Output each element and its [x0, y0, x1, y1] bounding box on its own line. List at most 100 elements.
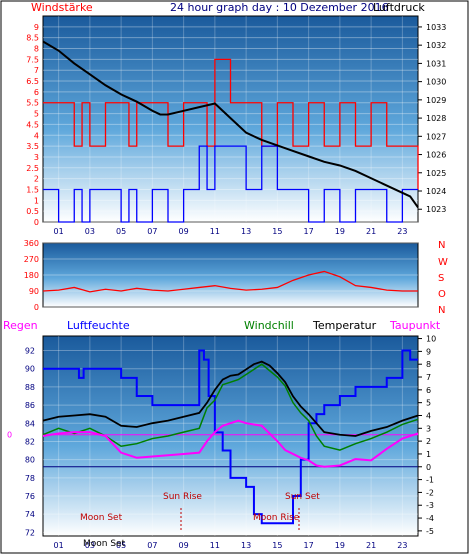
luftfeuchte-tick-label: 80 — [25, 456, 35, 465]
temperature-x-tick-label: 01 — [54, 541, 64, 550]
wind-x-tick-label: 19 — [335, 227, 345, 236]
luftfeuchte-tick-label: 82 — [25, 437, 35, 446]
wind-x-tick-label: 13 — [241, 227, 251, 236]
temperatur-tick-label: 6 — [426, 386, 431, 395]
luftdruck-title: Luftdruck — [373, 1, 425, 14]
temperatur-tick-label: -2 — [426, 488, 434, 497]
luftfeuchte-tick-label: 78 — [25, 474, 35, 483]
windstaerke-tick-label: 5 — [34, 110, 39, 119]
windstaerke-tick-label: 0 — [34, 218, 39, 227]
temperature-x-axis: 01 03 05 07 09 11 13 15 17 19 21 23 — [54, 541, 408, 550]
wind-x-tick-label: 15 — [272, 227, 282, 236]
moon-set-label-a: Moon Set — [80, 513, 123, 523]
windstaerke-tick-label: 4 — [34, 131, 39, 140]
temperatur-tick-label: 9 — [426, 347, 431, 356]
windchill-series — [42, 363, 419, 451]
luftdruck-tick-label: 1032 — [426, 41, 446, 50]
temperatur-tick-label: 4 — [426, 411, 431, 420]
temperatur-tick-label: 7 — [426, 373, 431, 382]
windstaerke-tick-label: 3 — [34, 153, 39, 162]
direction-tick-label: 180 — [24, 271, 39, 280]
luftdruck-tick-label: 1026 — [426, 151, 446, 160]
taupunkt-title: Taupunkt — [389, 319, 441, 332]
temperatur-tick-label: -1 — [426, 476, 434, 485]
wind-direction-grid — [43, 242, 418, 308]
temperatur-tick-label: 8 — [426, 360, 431, 369]
temperature-x-tick-label: 03 — [85, 541, 95, 550]
wind-direction-series — [42, 270, 418, 293]
sun-set-label: Sun Set — [285, 492, 320, 502]
compass-label: S — [438, 273, 444, 284]
windstaerke-tick-label: 4.5 — [26, 120, 39, 129]
windstaerke-tick-label: 1.5 — [26, 185, 39, 194]
temperatur-tick-label: 0 — [426, 463, 431, 472]
luftdruck-tick-label: 1024 — [426, 187, 446, 196]
windstaerke-title: Windstärke — [31, 1, 93, 14]
luftfeuchte-title: Luftfeuchte — [67, 319, 130, 332]
luftdruck-tick-label: 1030 — [426, 78, 446, 87]
luftfeuchte-tick-label: 86 — [25, 401, 35, 410]
temperatur-tick-label: 10 — [426, 335, 436, 344]
temperatur-series — [42, 360, 419, 437]
sun-rise-label: Sun Rise — [163, 492, 202, 502]
direction-tick-label: 360 — [24, 239, 39, 248]
windstaerke-tick-label: 8 — [34, 45, 39, 54]
boeen-series — [43, 145, 418, 223]
windstaerke-tick-label: 7.5 — [26, 55, 39, 64]
temperature-x-tick-label: 17 — [304, 541, 314, 550]
temperature-x-tick-label: 07 — [147, 541, 157, 550]
temperatur-tick-label: -5 — [426, 527, 434, 536]
temperatur-title: Temperatur — [312, 319, 377, 332]
luftfeuchte-tick-label: 88 — [25, 383, 35, 392]
temperature-x-tick-label: 15 — [272, 541, 282, 550]
temperatur-tick-label: -4 — [426, 514, 434, 523]
wind-direction-axis: 0 90 180 270 360 — [24, 239, 39, 312]
windstaerke-axis: 0 0.5 1 1.52 2.5 3 3.5 4 4.55 5.5 6 6.5 7 7.58 8.5 9 — [26, 23, 39, 227]
wind-x-tick-label: 07 — [147, 227, 157, 236]
windstaerke-tick-label: 2.5 — [26, 164, 39, 173]
temperature-x-tick-label: 05 — [116, 541, 126, 550]
luftfeuchte-series — [43, 349, 418, 525]
luftdruck-tick-label: 1033 — [426, 23, 446, 32]
wind-pressure-x-axis: 01 03 05 07 09 11 13 15 17 19 21 23 — [54, 227, 408, 236]
windstaerke-tick-label: 6.5 — [26, 77, 39, 86]
chart-title: 24 hour graph day : 10 Dezember 2016 — [170, 1, 389, 14]
moon-set-label-b: Moon Set — [83, 539, 126, 549]
luftdruck-axis: 1023 1024 1025 1026 1027 1028 1029 1030 1031 1032… — [418, 23, 446, 214]
windstaerke-tick-label: 5.5 — [26, 99, 39, 108]
temperature-x-tick-label: 13 — [241, 541, 251, 550]
temperatur-tick-label: -3 — [426, 501, 434, 510]
wind-direction-plot-area — [42, 242, 419, 308]
windstaerke-series — [43, 58, 419, 190]
windrichtung-series — [42, 270, 418, 293]
windstaerke-tick-label: 9 — [34, 23, 39, 32]
compass-label: N — [438, 305, 445, 316]
wind-x-tick-label: 21 — [366, 227, 376, 236]
wind-x-tick-label: 17 — [304, 227, 314, 236]
luftdruck-tick-label: 1031 — [426, 59, 446, 68]
regen-zero-label: 0 — [7, 431, 12, 440]
luftdruck-tick-label: 1025 — [426, 169, 446, 178]
luftfeuchte-tick-label: 76 — [25, 492, 35, 501]
direction-tick-label: 90 — [29, 287, 39, 296]
wind-x-tick-label: 01 — [54, 227, 64, 236]
temperatur-tick-label: 2 — [426, 437, 431, 446]
wind-x-tick-label: 09 — [179, 227, 189, 236]
luftdruck-tick-label: 1027 — [426, 132, 446, 141]
temperature-x-tick-label: 09 — [179, 541, 189, 550]
direction-tick-label: 0 — [34, 303, 39, 312]
wind-x-tick-label: 11 — [210, 227, 220, 236]
luftdruck-series — [42, 40, 419, 208]
windchill-title: Windchill — [244, 319, 294, 332]
temperature-x-tick-label: 19 — [335, 541, 345, 550]
temperature-plot-area — [42, 335, 419, 537]
temperature-x-tick-label: 23 — [397, 541, 407, 550]
luftfeuchte-tick-label: 84 — [25, 419, 35, 428]
moon-rise-label: Moon Rise — [253, 513, 300, 523]
direction-tick-label: 270 — [24, 255, 39, 264]
windstaerke-tick-label: 8.5 — [26, 34, 39, 43]
windstaerke-tick-label: 3.5 — [26, 142, 39, 151]
